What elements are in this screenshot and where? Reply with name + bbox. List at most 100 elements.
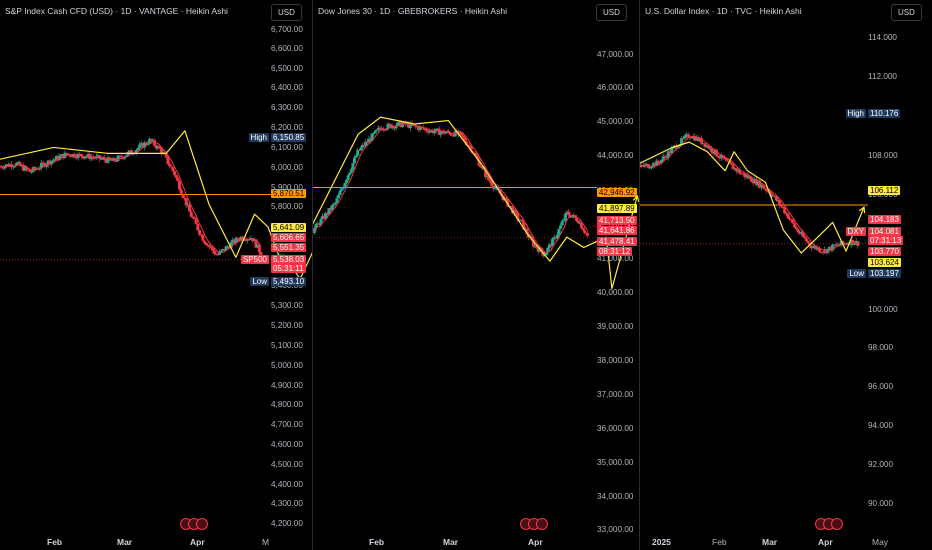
candle-body (48, 160, 52, 165)
candle-body (700, 137, 704, 144)
chart-panel-dji[interactable]: Dow Jones 30 · 1D · GBEBROKERS · Heikin … (313, 0, 639, 550)
candle-body (329, 208, 333, 211)
candle-body (361, 144, 365, 148)
candle-body (15, 162, 19, 166)
replay-controls-icon[interactable] (520, 517, 548, 530)
candle-body (178, 181, 182, 190)
candle-body (138, 144, 142, 149)
chart-panel-dxy[interactable]: U.S. Dollar Index · 1D · TVC · Heikin As… (640, 0, 932, 550)
candle-body (563, 213, 567, 221)
currency-button[interactable]: USD (891, 4, 922, 21)
candle-body (660, 159, 664, 164)
candle-body (397, 121, 401, 123)
candle-body (187, 204, 191, 212)
price-tick-label: 4,400.00 (271, 480, 303, 489)
candle-body (754, 179, 758, 186)
candle-body (35, 168, 39, 170)
price-tick-label: 5,900.00 (271, 183, 303, 192)
candle-body (456, 131, 460, 135)
candle-body (416, 126, 420, 130)
currency-button[interactable]: USD (596, 4, 627, 21)
candle-body (338, 190, 342, 195)
candle-body (375, 129, 379, 131)
plain-price-label: 104.183 (868, 215, 901, 224)
candle-body (119, 155, 123, 158)
candle-body (212, 250, 216, 254)
candle-body (249, 238, 253, 240)
candle-body (586, 233, 590, 236)
dxy-plot-area[interactable] (640, 0, 932, 550)
candle-body (555, 234, 559, 239)
projection-arrowhead (632, 194, 639, 202)
candle-body (557, 228, 561, 235)
candle-body (492, 186, 496, 189)
candle-body (794, 227, 798, 230)
candle-body (719, 155, 723, 159)
candle-body (53, 159, 57, 161)
line-price-label: 5,870.51 (271, 189, 307, 198)
candle-body (514, 209, 518, 213)
candle-body (317, 223, 321, 225)
candle-body (484, 169, 488, 178)
candle-body (340, 188, 344, 191)
candle-body (16, 161, 20, 163)
candle-body (791, 219, 795, 224)
candle-body (64, 152, 68, 155)
candle-body (211, 247, 215, 251)
candle-body (714, 149, 718, 156)
candle-body (851, 239, 855, 245)
panel-divider[interactable] (312, 0, 313, 550)
candle-body (148, 138, 152, 144)
price-tick-label: 44,000.00 (597, 151, 634, 160)
candle-body (156, 146, 160, 149)
dji-plot-area[interactable] (313, 0, 639, 550)
moving-average-line (0, 141, 262, 254)
candle-body (254, 239, 258, 248)
candle-body (316, 223, 320, 225)
candle-body (648, 167, 652, 169)
replay-controls-icon[interactable] (815, 517, 843, 530)
candle-body (469, 146, 473, 152)
candle-body (224, 246, 228, 251)
candle-body (353, 157, 357, 164)
candle-body (426, 130, 430, 133)
candle-body (204, 242, 208, 246)
candle-body (43, 163, 47, 167)
plain-price-label: 41,478.41 (597, 237, 637, 246)
candle-body (30, 171, 34, 173)
candle-body (746, 175, 750, 179)
currency-button[interactable]: USD (271, 4, 302, 21)
spx-plot-area[interactable] (0, 0, 312, 550)
price-tick-label: 4,600.00 (271, 440, 303, 449)
candle-body (734, 168, 738, 172)
replay-controls-icon[interactable] (180, 517, 208, 530)
candle-body (821, 252, 825, 254)
time-tick-label: M (262, 537, 270, 547)
price-tick-label: 33,000.00 (597, 525, 634, 534)
candle-body (798, 232, 802, 234)
price-tick-label: 94.000 (868, 421, 894, 430)
candle-body (207, 245, 211, 247)
candle-body (796, 229, 800, 233)
candle-body (853, 243, 857, 245)
candle-body (197, 230, 201, 235)
price-tick-label: 4,200.00 (271, 519, 303, 528)
candle-body (234, 238, 238, 244)
candle-body (753, 179, 757, 184)
candle-body (781, 206, 785, 208)
candle-body (93, 157, 97, 159)
candle-body (651, 163, 655, 167)
price-tick-label: 38,000.00 (597, 356, 634, 365)
chart-panel-spx[interactable]: S&P Index Cash CFD (USD) · 1D · VANTAGE … (0, 0, 312, 550)
candle-body (183, 197, 187, 199)
candle-body (570, 216, 574, 218)
candle-body (176, 177, 180, 182)
price-tick-label: 6,600.00 (271, 44, 303, 53)
candle-body (670, 148, 674, 154)
price-tick-label: 37,000.00 (597, 390, 634, 399)
panel-divider[interactable] (639, 0, 640, 550)
candle-body (776, 200, 780, 202)
candle-body (487, 175, 491, 181)
candle-body (159, 148, 163, 154)
candle-body (814, 245, 818, 250)
